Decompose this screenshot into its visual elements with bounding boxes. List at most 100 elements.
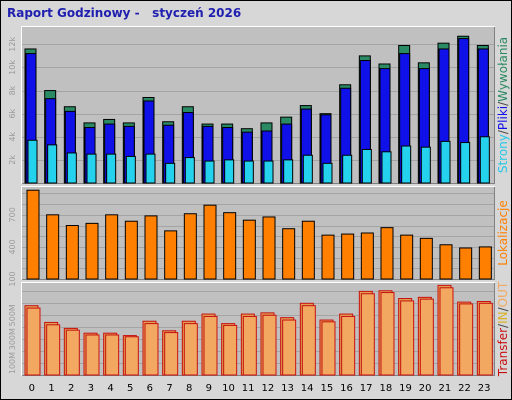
- plot-sites-area: [22, 187, 494, 279]
- hits-files-pages-bar-strony-13: [283, 159, 294, 184]
- x-tick-label-23: 23: [478, 383, 491, 394]
- x-tick-label-6: 6: [147, 383, 153, 394]
- x-tick-label-2: 2: [68, 383, 74, 394]
- x-tick-label-20: 20: [419, 383, 432, 394]
- hits-files-pages-bar-strony-12: [263, 160, 274, 184]
- side-label-part: /: [496, 306, 510, 311]
- sites-bar-lokalizacje-16: [341, 233, 355, 280]
- side-label-part: Strony: [496, 134, 510, 173]
- sites-bar-lokalizacje-22: [459, 247, 473, 280]
- sites-bar-lokalizacje-17: [360, 232, 374, 280]
- sites-bar-lokalizacje-23: [478, 246, 492, 280]
- side-label-part: /: [496, 323, 510, 328]
- hits-files-pages-bar-strony-22: [460, 142, 471, 184]
- x-tick-label-13: 13: [281, 383, 294, 394]
- side-label-part: Lokalizacje: [496, 200, 510, 266]
- transfer-bar-out-15: [321, 321, 336, 376]
- sites-bar-lokalizacje-8: [183, 213, 197, 280]
- chart-title: Raport Godzinowy - styczeń 2026: [7, 6, 242, 20]
- side-label-part: OUT: [496, 281, 510, 307]
- sites-bar-lokalizacje-6: [144, 215, 158, 280]
- hits-files-pages-bar-strony-6: [145, 153, 156, 184]
- sites-bar-lokalizacje-12: [262, 216, 276, 280]
- sites-bar-lokalizacje-14: [301, 220, 315, 280]
- sites-bar-lokalizacje-3: [85, 222, 99, 280]
- y-tick-label: 400: [8, 239, 17, 254]
- side-label-part: Transfer: [496, 328, 510, 377]
- hits-files-pages-bar-strony-17: [361, 148, 372, 184]
- x-tick-label-17: 17: [360, 383, 373, 394]
- hits-files-pages-bar-strony-3: [86, 153, 97, 184]
- hits-files-pages-bar-strony-16: [342, 154, 353, 184]
- side-label-sites: Lokalizacje: [496, 200, 510, 266]
- x-tick-label-22: 22: [458, 383, 471, 394]
- hits-files-pages-bar-strony-19: [401, 145, 412, 184]
- y-tick-label: 100M: [8, 352, 17, 374]
- transfer-bar-out-14: [301, 305, 316, 376]
- y-tick-label: 4k: [8, 132, 17, 142]
- sites-bar-lokalizacje-5: [124, 220, 138, 280]
- hits-files-pages-bar-strony-15: [322, 162, 333, 184]
- y-tick-label: 100: [8, 271, 17, 286]
- hits-files-pages-bar-strony-1: [47, 144, 58, 184]
- hits-files-pages-bar-strony-7: [165, 162, 176, 184]
- hits-files-pages-bar-strony-14: [302, 154, 313, 184]
- sites-bar-lokalizacje-1: [46, 214, 60, 280]
- transfer-bar-out-5: [124, 336, 139, 376]
- transfer-bar-out-12: [262, 314, 277, 376]
- sites-bar-lokalizacje-19: [400, 234, 414, 280]
- side-label-part: Wywołania: [496, 37, 510, 102]
- hits-files-pages-bar-strony-0: [27, 139, 38, 184]
- sites-bar-lokalizacje-2: [65, 225, 79, 280]
- hits-files-pages-bar-strony-20: [420, 146, 431, 184]
- x-tick-label-18: 18: [379, 383, 392, 394]
- transfer-bar-out-8: [183, 323, 198, 376]
- x-tick-label-14: 14: [301, 383, 314, 394]
- x-tick-label-15: 15: [320, 383, 333, 394]
- hits-files-pages-bar-strony-5: [125, 155, 136, 184]
- plot-transfer-area: [22, 283, 494, 375]
- x-tick-label-1: 1: [48, 383, 54, 394]
- hits-files-pages-bar-strony-11: [243, 160, 254, 184]
- transfer-bar-out-17: [360, 293, 375, 376]
- sites-bar-lokalizacje-11: [242, 219, 256, 280]
- x-tick-label-3: 3: [88, 383, 94, 394]
- plot-hits-files-pages-area: [22, 27, 494, 183]
- hits-files-pages-bar-strony-10: [224, 159, 235, 184]
- x-tick-label-9: 9: [206, 383, 212, 394]
- transfer-bar-out-4: [105, 334, 120, 376]
- transfer-bar-out-13: [282, 319, 297, 376]
- transfer-bar-out-9: [203, 315, 218, 376]
- transfer-bar-out-7: [164, 332, 179, 376]
- transfer-bar-out-16: [341, 315, 356, 376]
- sites-bar-lokalizacje-15: [321, 234, 335, 280]
- transfer-bar-out-11: [242, 315, 257, 376]
- side-label-part: Pliki: [496, 106, 510, 130]
- transfer-bar-out-2: [65, 329, 80, 376]
- x-tick-label-12: 12: [261, 383, 274, 394]
- hits-files-pages-bar-strony-9: [204, 160, 215, 184]
- side-label-hits-files-pages: Strony/Pliki/Wywołania: [496, 37, 510, 173]
- hits-files-pages-bar-strony-21: [440, 140, 451, 184]
- x-tick-label-19: 19: [399, 383, 412, 394]
- y-tick-label: 12k: [8, 37, 17, 52]
- transfer-bar-out-10: [223, 324, 238, 376]
- hits-files-pages-bar-strony-18: [381, 151, 392, 184]
- side-label-part: IN: [496, 311, 510, 324]
- transfer-bar-out-20: [419, 298, 434, 376]
- x-tick-label-21: 21: [438, 383, 451, 394]
- x-tick-label-5: 5: [127, 383, 133, 394]
- y-tick-label: 6k: [8, 108, 17, 118]
- x-tick-label-10: 10: [222, 383, 235, 394]
- sites-bar-lokalizacje-20: [419, 237, 433, 280]
- transfer-bar-out-3: [85, 334, 100, 376]
- transfer-bar-out-23: [478, 302, 493, 376]
- transfer-bar-out-1: [46, 324, 61, 376]
- y-tick-label: 10k: [8, 60, 17, 75]
- panel-sites: 100 400 700 Lokalizacje: [8, 186, 510, 287]
- sites-bar-lokalizacje-0: [26, 189, 40, 280]
- y-tick-label: 700: [8, 207, 17, 222]
- x-tick-label-11: 11: [242, 383, 255, 394]
